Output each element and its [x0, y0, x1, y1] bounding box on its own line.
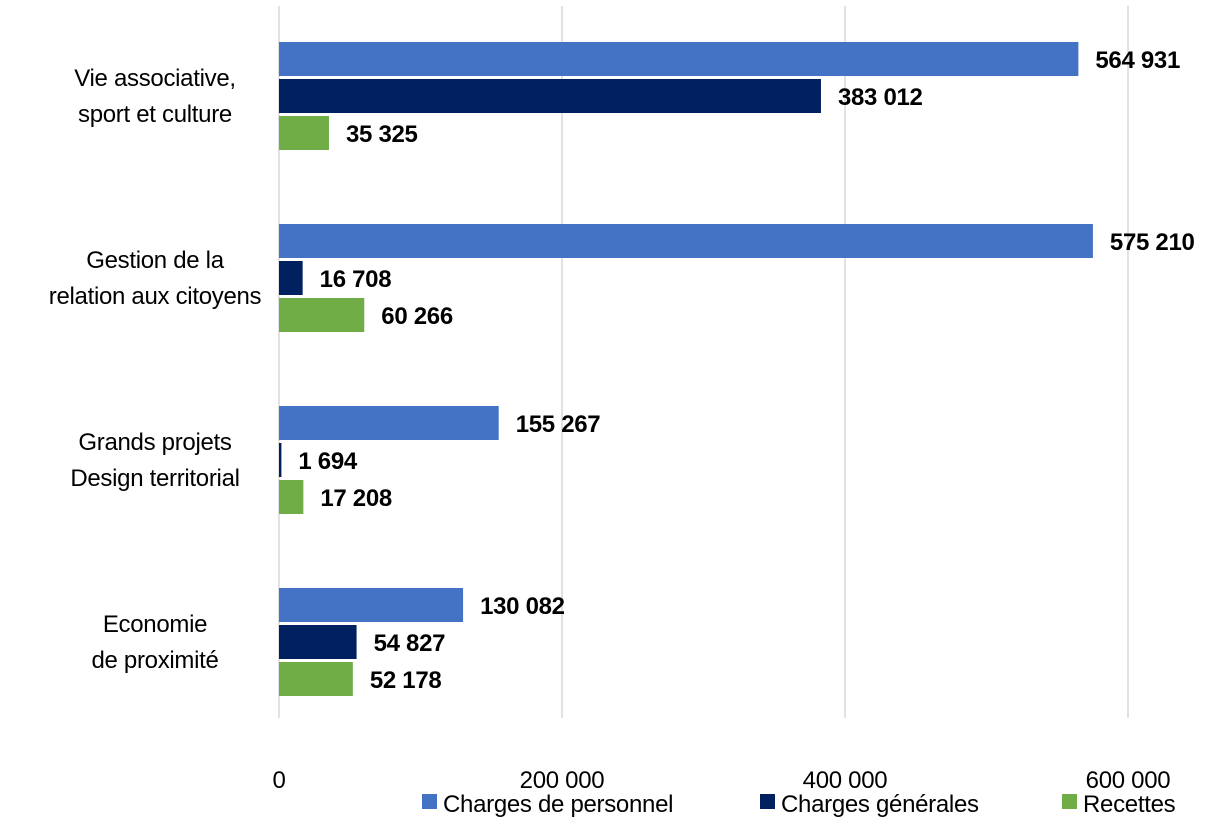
category-label-line: sport et culture: [78, 101, 232, 128]
category-label-3: Economie de proximité: [91, 611, 218, 674]
category-labels: Vie associative, sport et culture Gestion …: [49, 65, 262, 674]
category-label-line: Vie associative,: [74, 65, 236, 92]
category-label-line: Gestion de la: [86, 247, 224, 274]
legend-swatch-2: [1062, 794, 1077, 809]
legend-swatch-1: [760, 794, 775, 809]
x-tick-label-2: 400 000: [803, 767, 888, 794]
legend-label-2: Recettes: [1083, 791, 1176, 818]
data-label-2-0: 155 267: [516, 411, 601, 438]
legend-label-0: Charges de personnel: [443, 791, 673, 818]
bar-0-1: [279, 79, 821, 113]
bars: [279, 42, 1093, 696]
data-label-1-0: 575 210: [1110, 229, 1195, 256]
x-tick-label-0: 0: [272, 767, 285, 794]
bar-1-2: [279, 298, 365, 332]
category-label-line: Economie: [103, 611, 207, 638]
data-label-0-1: 383 012: [838, 84, 923, 111]
data-label-1-1: 16 708: [320, 266, 392, 293]
data-label-2-1: 1 694: [298, 448, 358, 475]
bar-0-2: [279, 116, 329, 150]
x-tick-label-3: 600 000: [1086, 767, 1171, 794]
legend-label-1: Charges générales: [781, 791, 979, 818]
category-label-line: de proximité: [91, 647, 218, 674]
bar-3-2: [279, 662, 353, 696]
data-label-3-1: 54 827: [374, 630, 446, 657]
category-label-line: relation aux citoyens: [49, 283, 262, 310]
bar-3-0: [279, 588, 464, 622]
data-label-0-2: 35 325: [346, 121, 418, 148]
category-label-line: Grands projets: [78, 429, 232, 456]
bar-1-0: [279, 224, 1093, 258]
category-label-line: Design territorial: [70, 465, 239, 492]
data-label-3-2: 52 178: [370, 667, 442, 694]
bar-1-1: [279, 261, 303, 295]
bar-2-1: [279, 443, 282, 477]
category-label-2: Grands projets Design territorial: [70, 429, 239, 492]
bar-2-0: [279, 406, 499, 440]
data-label-2-2: 17 208: [320, 485, 392, 512]
x-tick-label-1: 200 000: [520, 767, 605, 794]
category-label-0: Vie associative, sport et culture: [74, 65, 236, 128]
data-label-1-2: 60 266: [381, 303, 453, 330]
data-label-3-0: 130 082: [480, 593, 565, 620]
category-label-1: Gestion de la relation aux citoyens: [49, 247, 262, 310]
data-label-0-0: 564 931: [1095, 47, 1180, 74]
x-axis-tick-labels: 0 200 000 400 000 600 000: [272, 767, 1170, 794]
data-labels: 564 931 383 012 35 325 575 210 16 708 60 266 1…: [298, 47, 1194, 694]
legend-swatch-0: [422, 794, 437, 809]
bar-0-0: [279, 42, 1079, 76]
bar-3-1: [279, 625, 357, 659]
bar-2-2: [279, 480, 304, 514]
legend: Charges de personnel Charges générales Rec…: [422, 791, 1176, 818]
